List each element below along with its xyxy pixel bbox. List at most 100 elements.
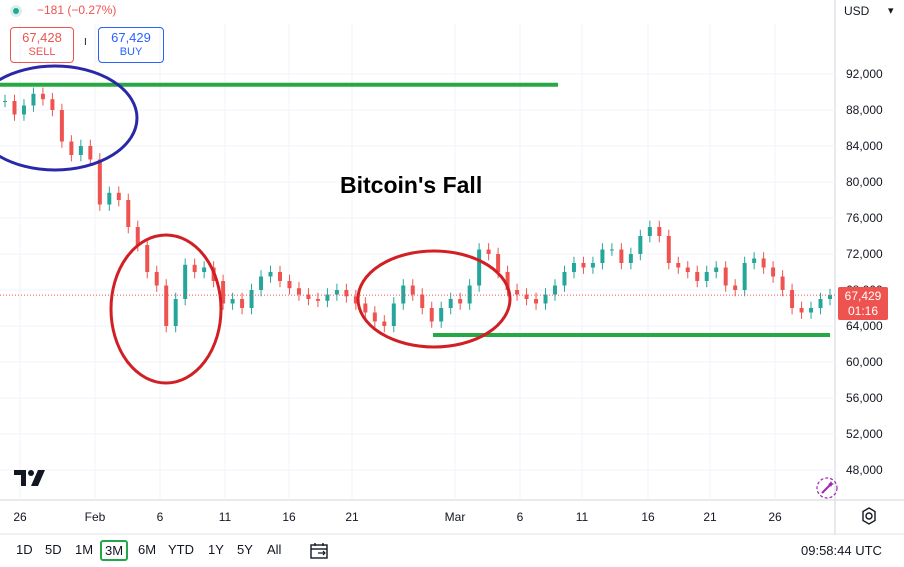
y-tick-label: 88,000 — [846, 103, 883, 117]
time-axis[interactable]: 26 Feb 6 11 16 21 Mar 6 11 16 21 26 — [13, 510, 782, 524]
y-tick-label: 56,000 — [846, 391, 883, 405]
candle-body — [477, 249, 482, 286]
x-tick-label: 11 — [219, 510, 232, 524]
y-tick-label: 52,000 — [846, 427, 883, 441]
currency-selector[interactable]: USD ▾ — [836, 0, 904, 22]
drawing-overlays — [0, 64, 835, 385]
candle-body — [325, 294, 330, 301]
x-tick-label: 6 — [517, 510, 524, 524]
x-tick-label: 6 — [157, 510, 164, 524]
candle-body — [183, 264, 188, 299]
timeframe-6m[interactable]: 6M — [138, 542, 157, 557]
compare-dates-icon[interactable] — [310, 542, 330, 560]
candle-body — [353, 296, 358, 304]
candle-body — [666, 236, 671, 263]
timeframe-ytd[interactable]: YTD — [168, 542, 194, 557]
candle-body — [192, 264, 197, 272]
spread-separator: I — [84, 37, 87, 48]
candle-body — [278, 272, 282, 281]
candle-body — [240, 299, 245, 308]
highlight-circle-range — [356, 249, 512, 349]
clock[interactable]: 09:58:44 UTC — [801, 543, 882, 558]
candle-body — [486, 249, 491, 254]
candle-body — [733, 285, 738, 290]
candle-body — [714, 267, 719, 272]
x-tick-label: 26 — [13, 510, 27, 524]
candle-body — [619, 249, 624, 263]
x-tick-label: 11 — [576, 510, 589, 524]
chart-grid — [0, 0, 904, 535]
y-tick-label: 84,000 — [846, 139, 883, 153]
x-tick-label: 16 — [282, 510, 296, 524]
candle-body — [496, 254, 501, 272]
candle-body — [818, 299, 823, 308]
last-price: 67,429 — [844, 289, 882, 303]
candle-body — [287, 281, 292, 289]
candle-body — [3, 101, 7, 102]
candle-body — [363, 303, 368, 313]
timeframe-all[interactable]: All — [267, 542, 282, 557]
candle-body — [439, 308, 444, 322]
tradingview-logo-icon — [14, 470, 45, 486]
candle-body — [296, 288, 301, 295]
candle-body — [647, 227, 652, 236]
candle-body — [164, 285, 169, 326]
bottom-toolbar: 1D 5D 1M 3M 6M YTD 1Y 5Y All 09:58:44 UTC — [0, 535, 904, 567]
candle-body — [31, 93, 36, 106]
magic-wand-icon[interactable] — [816, 477, 838, 499]
y-tick-label: 72,000 — [846, 247, 883, 261]
chart-annotation: Bitcoin's Fall — [340, 172, 483, 198]
timeframe-1m[interactable]: 1M — [75, 542, 94, 557]
gear-icon[interactable] — [860, 507, 878, 525]
candle-body — [828, 295, 832, 299]
candle-body — [505, 272, 510, 290]
x-tick-label: 16 — [641, 510, 655, 524]
live-dot-icon — [10, 5, 22, 17]
last-price-tag: 67,429 01:16 — [838, 287, 888, 320]
candle-body — [685, 267, 690, 272]
timeframe-5d[interactable]: 5D — [45, 542, 62, 557]
candle-body — [657, 227, 662, 236]
candle-body — [12, 101, 17, 115]
candle-body — [515, 290, 520, 295]
highlight-circle-dip — [109, 233, 223, 385]
bar-countdown: 01:16 — [847, 304, 879, 318]
price-axis[interactable]: 92,00088,00084,00080,00076,00072,00068,0… — [846, 67, 883, 477]
x-tick-label: 26 — [768, 510, 782, 524]
sell-price: 67,428 — [22, 30, 62, 45]
candle-body — [135, 227, 140, 245]
price-change: −181 (−0.27%) — [37, 3, 117, 17]
candle-body — [391, 303, 396, 326]
candle-body — [761, 258, 766, 268]
y-tick-label: 76,000 — [846, 211, 883, 225]
timeframe-5y[interactable]: 5Y — [237, 542, 253, 557]
candle-body — [315, 299, 320, 301]
candle-body — [571, 263, 576, 272]
candle-body — [723, 267, 728, 286]
timeframe-1y[interactable]: 1Y — [208, 542, 224, 557]
candle-body — [69, 141, 74, 155]
candle-body — [268, 272, 273, 277]
buy-label: BUY — [119, 46, 143, 58]
x-tick-label: 21 — [703, 510, 717, 524]
timeframe-3m[interactable]: 3M — [100, 540, 129, 561]
buy-button[interactable]: 67,429 BUY — [98, 27, 164, 63]
candle-body — [126, 200, 131, 227]
candle-body — [410, 285, 415, 295]
candle-body — [609, 249, 614, 251]
candle-body — [202, 267, 207, 272]
candle-body — [145, 245, 150, 272]
candle-body — [88, 146, 93, 160]
candle-body — [458, 299, 463, 304]
candle-body — [628, 254, 633, 263]
candle-body — [334, 290, 339, 295]
tradingview-logo[interactable] — [14, 468, 46, 488]
timeframe-1d[interactable]: 1D — [16, 542, 33, 557]
sell-button[interactable]: 67,428 SELL — [10, 27, 74, 63]
candle-body — [752, 258, 757, 263]
price-series — [3, 87, 832, 333]
candle-body — [230, 299, 235, 304]
candle-body — [429, 308, 434, 322]
candle-body — [742, 263, 747, 290]
